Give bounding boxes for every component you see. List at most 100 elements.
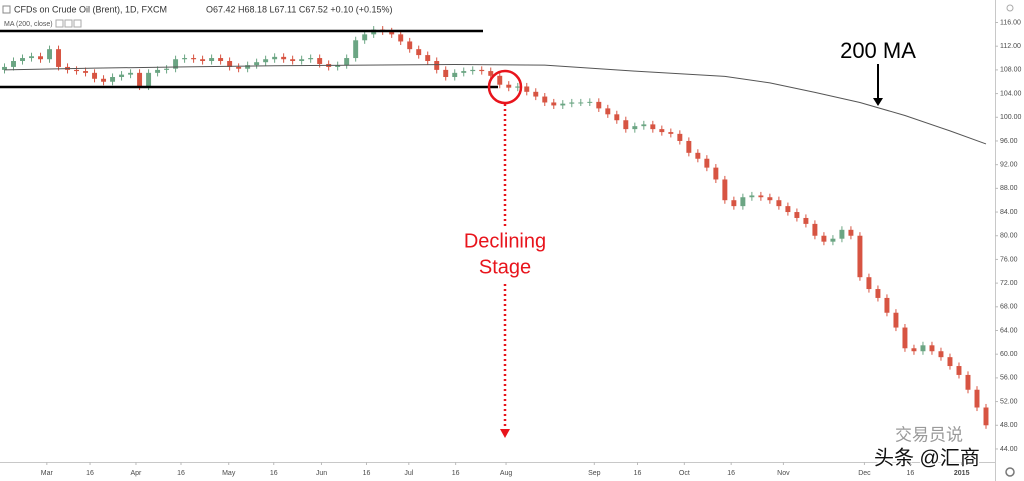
ma-line — [4, 64, 987, 145]
candle-body — [605, 108, 611, 115]
candle-body — [38, 56, 43, 60]
candle-body — [317, 58, 323, 64]
y-tick-label: 108.00 — [1000, 67, 1022, 74]
candle-body — [407, 41, 413, 50]
ohlc-readout: O67.42 H68.18 L67.11 C67.52 +0.10 (+0.15… — [206, 4, 392, 14]
x-tick-label: 16 — [270, 470, 278, 477]
stage-label: Stage — [479, 256, 531, 278]
indicator-button[interactable] — [55, 19, 64, 28]
candle-body — [155, 69, 161, 73]
candle-body — [956, 366, 962, 375]
stage-label: Declining — [464, 230, 546, 252]
y-tick-label: 76.00 — [1000, 256, 1018, 263]
candle-body — [218, 58, 224, 62]
settings-gear[interactable] — [1005, 467, 1015, 477]
candle-body — [182, 58, 188, 60]
candle-body — [929, 345, 935, 352]
watermark: 交易员说 — [895, 425, 963, 444]
candle-body — [821, 235, 827, 242]
candle-body — [254, 62, 260, 66]
x-tick-label: 16 — [86, 470, 94, 477]
candle-body — [335, 65, 341, 67]
candle-body — [713, 167, 719, 180]
candle-body — [398, 34, 404, 42]
symbol-icon[interactable] — [2, 5, 11, 14]
ma-arrow-head — [873, 98, 883, 106]
y-tick-label: 44.00 — [1000, 446, 1018, 453]
candle-body — [299, 59, 305, 62]
candle-body — [497, 75, 503, 85]
candle-body — [146, 72, 152, 87]
candle-body — [839, 229, 845, 239]
candle-body — [749, 195, 755, 198]
y-tick-label: 60.00 — [1000, 351, 1018, 358]
candle-body — [236, 66, 242, 69]
candle-body — [767, 197, 773, 201]
candle-body — [542, 96, 548, 103]
candle-body — [641, 124, 647, 127]
candle-body — [209, 58, 215, 62]
candle-body — [272, 56, 278, 60]
candle-body — [569, 102, 575, 104]
candle-body — [227, 61, 233, 67]
candle-body — [578, 102, 584, 104]
candle-body — [911, 348, 917, 352]
axis-button[interactable] — [1006, 4, 1014, 12]
y-tick-label: 84.00 — [1000, 209, 1018, 216]
candle-body — [686, 140, 692, 153]
candle-body — [695, 152, 701, 159]
candle-body — [947, 357, 953, 367]
watermark: 头条 @汇商 — [874, 446, 980, 469]
x-tick-label: Jun — [316, 470, 327, 477]
candle-body — [965, 374, 971, 390]
candle-body — [11, 61, 16, 67]
y-tick-label: 56.00 — [1000, 375, 1018, 382]
candle-body — [137, 72, 143, 87]
candle-body — [29, 56, 34, 59]
y-tick-label: 52.00 — [1000, 398, 1018, 405]
candle-body — [524, 86, 530, 92]
candle-body — [731, 200, 737, 207]
x-tick-label: Dec — [858, 470, 871, 477]
candle-body — [164, 68, 170, 70]
candle-body — [812, 223, 818, 236]
y-tick-label: 96.00 — [1000, 138, 1018, 145]
candle-body — [866, 277, 872, 290]
x-tick-label: 16 — [727, 470, 735, 477]
y-tick-label: 104.00 — [1000, 90, 1022, 97]
indicator-button[interactable] — [73, 19, 82, 28]
x-tick-label: 16 — [363, 470, 371, 477]
candle-body — [443, 69, 449, 77]
x-tick-label: Aug — [500, 470, 513, 477]
candle-body — [938, 351, 944, 358]
x-tick-label: May — [222, 470, 236, 477]
x-tick-label: Mar — [41, 470, 54, 477]
candle-body — [596, 101, 602, 109]
y-tick-label: 116.00 — [1000, 19, 1021, 26]
candle-body — [425, 55, 431, 62]
y-tick-label: 68.00 — [1000, 304, 1018, 311]
candle-body — [884, 297, 890, 313]
candle-body — [101, 78, 107, 82]
y-tick-label: 72.00 — [1000, 280, 1018, 287]
candle-body — [875, 289, 881, 298]
candle-body — [83, 71, 89, 73]
indicator-button[interactable] — [64, 19, 73, 28]
candle-body — [389, 31, 395, 35]
candle-body — [659, 129, 665, 133]
x-tick-label: Oct — [679, 470, 690, 477]
candle-body — [74, 69, 80, 72]
x-tick-label: Sep — [588, 470, 601, 477]
candle-body — [20, 58, 25, 62]
candle-body — [416, 49, 422, 56]
y-tick-label: 100.00 — [1000, 114, 1022, 121]
candle-body — [344, 58, 350, 66]
candle-body — [263, 59, 269, 63]
y-tick-label: 112.00 — [1000, 43, 1021, 50]
candle-body — [515, 86, 521, 88]
candle-body — [830, 238, 836, 242]
candle-body — [200, 59, 206, 62]
candle-body — [848, 229, 854, 236]
